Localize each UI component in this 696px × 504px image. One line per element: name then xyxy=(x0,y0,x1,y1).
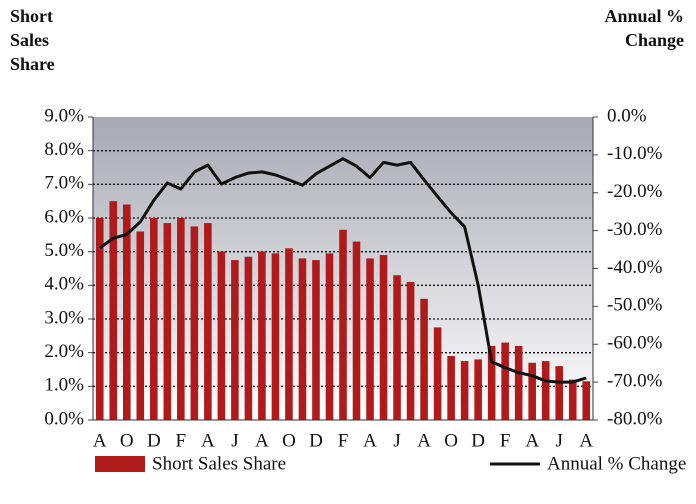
x-tick-label: F xyxy=(176,430,187,451)
x-tick-label: D xyxy=(309,430,323,451)
x-tick-label: O xyxy=(282,430,296,451)
bar xyxy=(339,229,347,420)
y-axis-title: Short Sales Share xyxy=(10,6,55,74)
bar xyxy=(460,361,469,420)
y-tick-label: 9.0% xyxy=(44,105,84,126)
x-tick-label: J xyxy=(231,430,238,451)
x-tick-label: A xyxy=(525,430,539,451)
bar xyxy=(555,366,563,420)
x-tick-label: J xyxy=(556,430,563,451)
bar xyxy=(312,260,320,420)
bar xyxy=(406,281,415,420)
line xyxy=(98,157,587,384)
y-tick-label: 6.0% xyxy=(44,206,84,227)
bar xyxy=(352,241,361,420)
bar xyxy=(447,356,455,420)
y2-tick-label: -40.0% xyxy=(607,257,663,278)
bar xyxy=(109,201,118,420)
bar xyxy=(190,226,199,420)
y-tick-label: 2.0% xyxy=(44,341,84,362)
bar xyxy=(298,258,307,420)
bar xyxy=(177,218,185,420)
x-tick-label: A xyxy=(363,430,377,451)
y-tick-label: 5.0% xyxy=(44,240,84,261)
bar xyxy=(258,251,266,420)
y2-tick-label: 0.0% xyxy=(607,105,647,126)
bar xyxy=(231,260,239,420)
y2-tick-label: -10.0% xyxy=(607,143,663,164)
x-tick-label: D xyxy=(471,430,485,451)
y-tick-label: 8.0% xyxy=(44,139,84,160)
bar xyxy=(95,218,104,420)
y2-tick-label: -80.0% xyxy=(607,408,663,429)
bar xyxy=(163,223,172,420)
x-tick-label: A xyxy=(417,430,431,451)
bar xyxy=(379,255,388,420)
bar xyxy=(271,253,280,420)
bar xyxy=(514,345,523,420)
bar xyxy=(285,248,293,420)
bar xyxy=(217,251,226,420)
bar xyxy=(204,223,212,420)
bar xyxy=(325,253,334,420)
y-tick-label: 1.0% xyxy=(44,375,84,396)
y-tick-label: 4.0% xyxy=(44,274,84,295)
y2-tick-label: -70.0% xyxy=(607,370,663,391)
bar xyxy=(582,381,591,420)
y2-tick-label: -60.0% xyxy=(607,333,663,354)
bar xyxy=(487,345,496,420)
legend-label: Annual % Change xyxy=(547,453,686,474)
y2-axis-title: Annual % Change xyxy=(604,6,684,50)
legend-label: Short Sales Share xyxy=(152,453,286,474)
x-tick-label: O xyxy=(120,430,134,451)
x-tick-label: A xyxy=(579,430,593,451)
x-tick-label: J xyxy=(393,430,400,451)
y-tick-label: 0.0% xyxy=(44,408,84,429)
bar xyxy=(541,361,550,420)
bar xyxy=(150,218,158,420)
bar xyxy=(420,298,428,420)
legend-swatch xyxy=(95,456,145,472)
bar xyxy=(528,362,536,420)
bar xyxy=(474,359,482,420)
y-tick-label: 7.0% xyxy=(44,173,84,194)
y-tick-label: 3.0% xyxy=(44,307,84,328)
y2-tick-label: -30.0% xyxy=(607,219,663,240)
bar xyxy=(433,327,442,420)
bar xyxy=(136,231,145,420)
bar xyxy=(366,258,374,420)
x-tick-label: A xyxy=(93,430,107,451)
bar xyxy=(393,275,401,420)
bar xyxy=(568,379,577,420)
y2-tick-label: -50.0% xyxy=(607,295,663,316)
bar xyxy=(501,342,509,420)
bar xyxy=(244,256,253,420)
y2-tick-label: -20.0% xyxy=(607,181,663,202)
x-tick-label: F xyxy=(500,430,511,451)
x-tick-label: A xyxy=(255,430,269,451)
x-tick-label: A xyxy=(201,430,215,451)
x-tick-label: F xyxy=(338,430,349,451)
x-tick-label: O xyxy=(444,430,458,451)
x-tick-label: D xyxy=(147,430,161,451)
bar xyxy=(123,204,131,420)
